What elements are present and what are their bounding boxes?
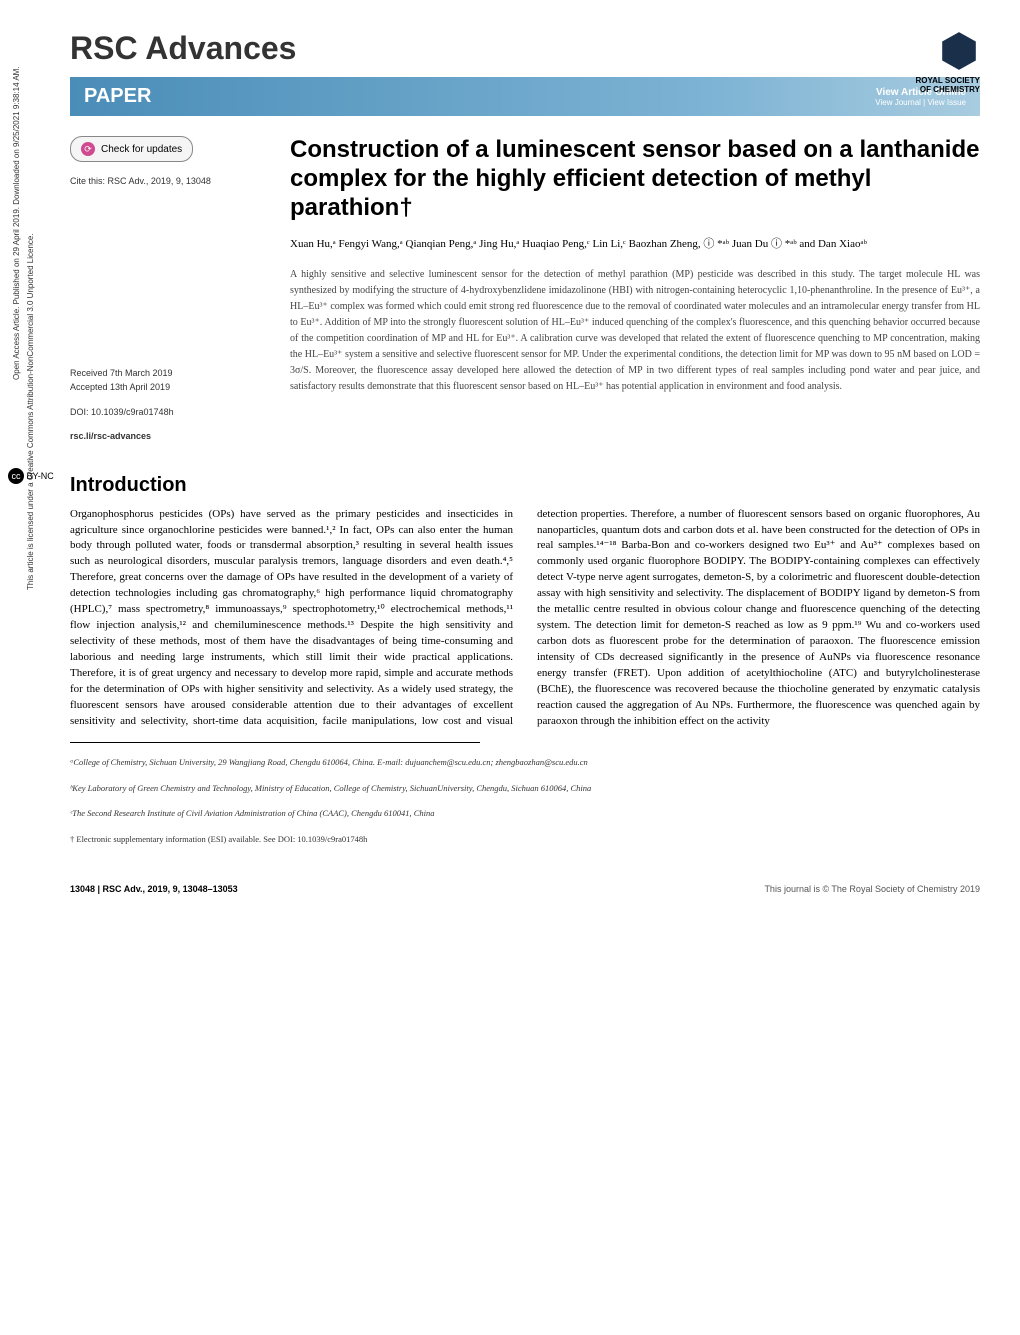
- updates-label: Check for updates: [101, 144, 182, 155]
- authors-list: Xuan Hu,ᵃ Fengyi Wang,ᵃ Qianqian Peng,ᵃ …: [290, 236, 980, 253]
- received-date: Received 7th March 2019: [70, 366, 260, 380]
- journal-title: RSC Advances: [70, 30, 980, 67]
- introduction-heading: Introduction: [70, 474, 980, 497]
- open-access-side-text: Open Access Article. Published on 29 Apr…: [12, 66, 21, 380]
- abstract-text: A highly sensitive and selective lumines…: [290, 267, 980, 395]
- view-journal-issue-link[interactable]: View Journal | View Issue: [875, 98, 966, 107]
- affiliation-b: ᵇKey Laboratory of Green Chemistry and T…: [70, 783, 980, 795]
- license-side-text: This article is licensed under a Creativ…: [26, 233, 35, 590]
- cc-badge: cc BY-NC: [8, 468, 54, 484]
- rsc-hex-icon: [938, 30, 980, 72]
- paper-header-bar: PAPER View Article Online View Journal |…: [70, 77, 980, 116]
- affiliation-c: ᶜThe Second Research Institute of Civil …: [70, 808, 980, 820]
- footer-right: This journal is © The Royal Society of C…: [764, 884, 980, 894]
- esi-note: † Electronic supplementary information (…: [70, 834, 980, 846]
- check-updates-button[interactable]: ⟳ Check for updates: [70, 136, 193, 162]
- article-title: Construction of a luminescent sensor bas…: [290, 136, 980, 222]
- accepted-date: Accepted 13th April 2019: [70, 380, 260, 394]
- footer-left: 13048 | RSC Adv., 2019, 9, 13048–13053: [70, 884, 238, 894]
- rsc-logo: ROYAL SOCIETY OF CHEMISTRY: [916, 30, 980, 95]
- affiliation-divider: [70, 742, 480, 743]
- affiliation-a: ᵃCollege of Chemistry, Sichuan Universit…: [70, 757, 980, 769]
- paper-label: PAPER: [84, 85, 151, 108]
- updates-icon: ⟳: [81, 142, 95, 156]
- rsc-logo-text-2: OF CHEMISTRY: [916, 86, 980, 95]
- cc-by-label: BY-NC: [27, 471, 54, 481]
- cite-this: Cite this: RSC Adv., 2019, 9, 13048: [70, 176, 260, 186]
- rsc-link[interactable]: rsc.li/rsc-advances: [70, 429, 260, 443]
- cc-icon: cc: [8, 468, 24, 484]
- doi: DOI: 10.1039/c9ra01748h: [70, 405, 260, 419]
- introduction-body: Organophosphorus pesticides (OPs) have s…: [70, 507, 980, 730]
